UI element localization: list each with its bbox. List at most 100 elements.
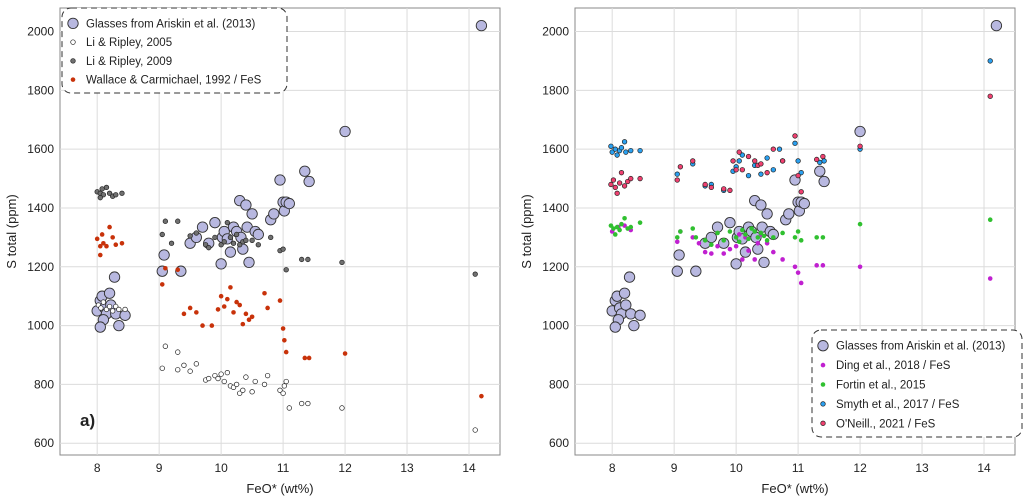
data-point	[727, 187, 733, 193]
data-point	[764, 238, 770, 243]
data-point	[215, 375, 221, 382]
data-point	[475, 19, 488, 32]
data-point	[265, 305, 270, 311]
data-point	[237, 302, 243, 308]
data-point	[674, 171, 680, 177]
data-point	[752, 257, 758, 262]
data-point	[749, 226, 754, 231]
data-point	[821, 158, 827, 164]
data-point	[116, 306, 122, 313]
data-point	[690, 158, 696, 164]
data-point	[758, 171, 764, 177]
data-point	[339, 125, 351, 138]
data-point	[792, 133, 798, 139]
data-point	[779, 158, 786, 164]
data-point	[249, 314, 255, 320]
data-point	[194, 310, 199, 315]
data-point	[745, 153, 752, 160]
x-tick-label: 11	[792, 461, 805, 475]
data-point	[108, 271, 121, 283]
data-point	[758, 230, 764, 236]
data-point	[306, 355, 312, 361]
series-0	[606, 19, 1003, 333]
data-point	[221, 239, 227, 245]
data-point	[614, 152, 620, 158]
y-tick-label: 800	[34, 377, 54, 391]
series-2	[608, 215, 993, 248]
data-point	[299, 165, 311, 177]
y-tick-label: 1600	[27, 142, 54, 156]
data-point	[158, 249, 170, 261]
data-point	[733, 167, 739, 173]
data-point	[721, 251, 727, 256]
data-point	[193, 230, 199, 236]
data-point	[674, 239, 680, 245]
x-tick-label: 12	[853, 461, 867, 475]
data-point	[227, 234, 234, 241]
data-point	[758, 161, 764, 167]
data-point	[857, 264, 863, 270]
data-point	[761, 233, 767, 239]
data-point	[162, 218, 169, 224]
data-point	[187, 368, 193, 374]
data-point	[187, 305, 193, 311]
data-point	[678, 229, 683, 234]
data-point	[857, 221, 863, 227]
data-point	[225, 296, 230, 302]
data-point	[472, 427, 478, 433]
data-point	[820, 263, 826, 268]
legend: Glasses from Ariskin et al. (2013) Ding e…	[811, 329, 1023, 438]
x-axis-label: FeO* (wt%)	[761, 481, 828, 496]
data-point	[104, 243, 109, 249]
data-point	[637, 175, 643, 182]
data-point	[854, 125, 866, 138]
legend-entry: Wallace & Carmichael, 1992 / FeS	[86, 75, 262, 87]
series-4	[608, 93, 993, 196]
data-point	[200, 323, 205, 328]
data-point	[472, 271, 478, 277]
legend-entry: Li & Ripley, 2009	[86, 56, 172, 68]
data-point	[814, 235, 819, 240]
data-point	[264, 372, 271, 379]
data-point	[814, 156, 820, 163]
data-point	[299, 400, 305, 407]
legend-entry: Li & Ripley, 2005	[86, 37, 172, 49]
data-point	[339, 259, 345, 266]
legend-marker	[820, 420, 826, 426]
data-point	[240, 387, 246, 393]
data-point	[98, 305, 104, 311]
x-tick-label: 14	[462, 461, 476, 475]
data-point	[736, 239, 742, 245]
legend-entry: Fortin et al., 2015	[836, 380, 926, 392]
data-point	[690, 226, 696, 231]
data-point	[709, 251, 714, 256]
data-point	[614, 190, 620, 196]
legend: Glasses from Ariskin et al. (2013) Li & R…	[61, 7, 288, 94]
legend-marker	[817, 340, 829, 352]
data-point	[795, 158, 801, 164]
y-tick-label: 1000	[27, 319, 54, 333]
data-point	[792, 140, 798, 146]
data-point	[623, 271, 636, 283]
data-point	[637, 220, 643, 225]
data-point	[727, 246, 733, 252]
x-tick-label: 8	[609, 461, 616, 475]
data-point	[696, 240, 702, 246]
x-tick-label: 11	[277, 461, 290, 475]
data-point	[724, 217, 736, 229]
data-point	[608, 143, 614, 149]
data-point	[175, 267, 181, 273]
data-point	[159, 365, 165, 371]
data-point	[673, 249, 685, 261]
data-point	[620, 299, 632, 311]
legend-marker	[70, 58, 76, 64]
y-tick-label: 1800	[542, 83, 569, 97]
data-point	[246, 208, 258, 220]
data-point	[479, 393, 484, 399]
data-point	[168, 240, 175, 246]
chart-panel-right: 8 9 10 11 12 13 14 600 800 1000 1200 1400 1600 1800 20…	[519, 7, 1023, 496]
data-point	[218, 293, 224, 299]
data-point	[798, 238, 804, 243]
y-tick-label: 1000	[542, 319, 569, 333]
